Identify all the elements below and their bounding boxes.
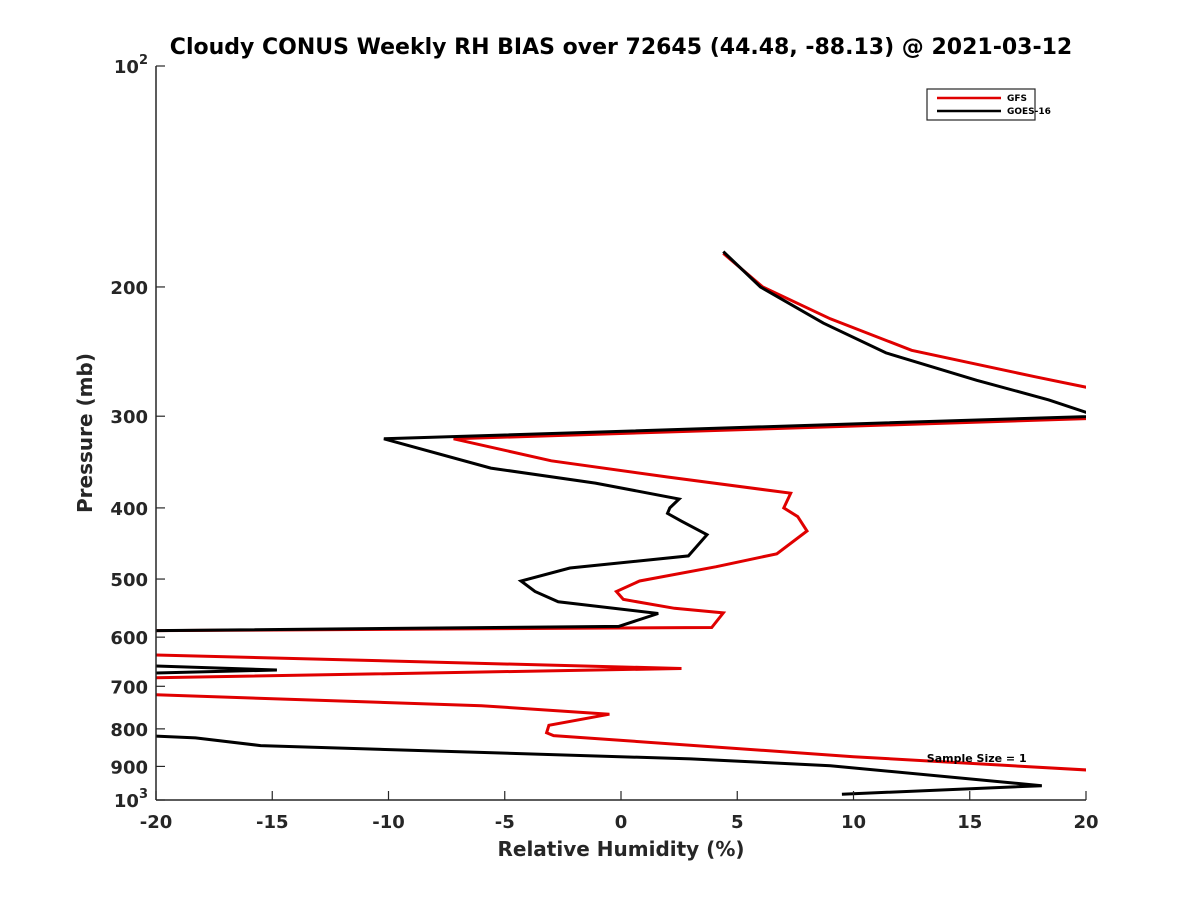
x-axis-ticks: -20 -15 -10 -5 0 5 10 15 20 [140, 791, 1099, 833]
legend-label-goes-16: GOES-16 [1007, 107, 1051, 117]
x-axis-label: Relative Humidity (%) [497, 837, 744, 861]
x-tick-label: 5 [731, 812, 744, 833]
legend-label-gfs: GFS [1007, 94, 1027, 104]
y-tick-label: 103 [114, 787, 148, 812]
x-tick-label: 0 [615, 812, 628, 833]
y-tick-label: 700 [110, 677, 148, 698]
y-tick-label: 800 [110, 720, 148, 741]
y-tick-label: 400 [110, 499, 148, 520]
y-axis-ticks: 102 200 300 400 500 600 700 800 900 103 [110, 53, 165, 812]
x-tick-label: 10 [841, 812, 866, 833]
y-tick-label: 600 [110, 628, 148, 649]
chart-title: Cloudy CONUS Weekly RH BIAS over 72645 (… [170, 35, 1072, 60]
x-tick-label: -10 [372, 812, 405, 833]
x-tick-label: -5 [495, 812, 515, 833]
annotations: Sample Size = 1 [927, 752, 1027, 765]
series-group [156, 250, 1086, 796]
sample-size-annotation: Sample Size = 1 [927, 752, 1027, 765]
series-line-gfs [156, 252, 1086, 772]
y-tick-label: 300 [110, 407, 148, 428]
y-tick-label: 102 [114, 53, 148, 78]
y-axis-label: Pressure (mb) [73, 353, 97, 513]
legend-box [926, 88, 1036, 121]
y-tick-label: 500 [110, 570, 148, 591]
series-line-goes-16 [156, 250, 1086, 796]
y-tick-label: 200 [110, 278, 148, 299]
y-tick-label: 900 [110, 757, 148, 778]
x-tick-label: 15 [957, 812, 982, 833]
legend: GFS GOES-16 [926, 88, 1051, 121]
x-tick-label: 20 [1073, 812, 1098, 833]
x-tick-label: -15 [256, 812, 289, 833]
x-tick-label: -20 [140, 812, 173, 833]
